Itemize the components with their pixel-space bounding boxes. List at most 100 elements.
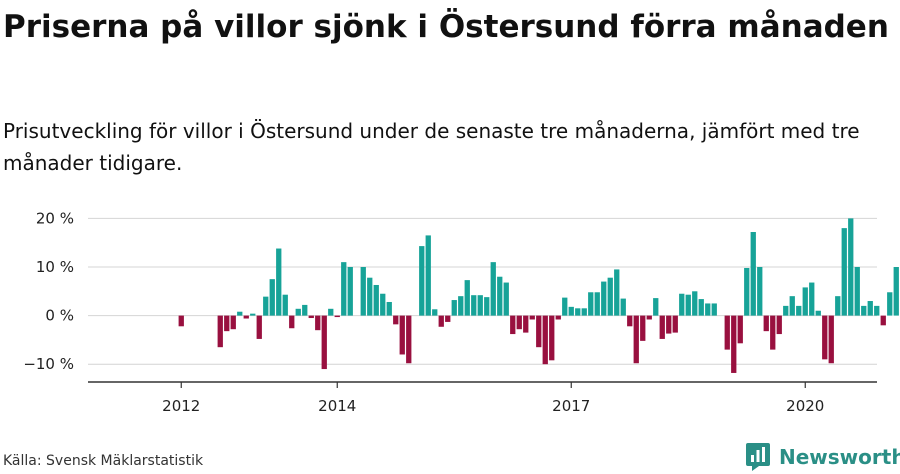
bar bbox=[607, 277, 613, 316]
bar bbox=[783, 305, 789, 316]
bar bbox=[282, 294, 288, 316]
bar bbox=[380, 293, 386, 316]
bar bbox=[529, 315, 535, 320]
bar bbox=[737, 315, 743, 344]
bar bbox=[731, 315, 737, 373]
bar bbox=[302, 304, 308, 316]
bar bbox=[289, 315, 295, 329]
bar bbox=[230, 315, 236, 330]
bar-chart-logo-icon bbox=[746, 443, 770, 471]
bar bbox=[328, 308, 334, 316]
bar bbox=[692, 291, 698, 316]
bar bbox=[796, 305, 802, 316]
brand-logo[interactable]: Newsworthy bbox=[745, 440, 900, 474]
bar bbox=[659, 315, 665, 339]
bar bbox=[256, 315, 262, 339]
bar bbox=[451, 300, 457, 316]
bar bbox=[568, 306, 574, 316]
y-tick-label: 20 % bbox=[36, 209, 74, 227]
bar bbox=[243, 315, 249, 319]
bar bbox=[575, 308, 581, 316]
bar bbox=[308, 315, 314, 319]
bar bbox=[497, 276, 503, 316]
bar bbox=[562, 297, 568, 316]
bar bbox=[724, 315, 730, 350]
x-tick-label: 2012 bbox=[162, 397, 200, 415]
bar bbox=[861, 305, 867, 316]
bar bbox=[471, 295, 477, 316]
bar bbox=[406, 315, 412, 364]
bar bbox=[880, 315, 886, 326]
bar bbox=[711, 303, 717, 316]
x-tick-label: 2017 bbox=[552, 397, 590, 415]
bar bbox=[445, 315, 451, 322]
bar bbox=[399, 315, 405, 355]
bar bbox=[887, 292, 893, 316]
bar bbox=[581, 308, 587, 316]
bar bbox=[776, 315, 782, 335]
bar bbox=[601, 281, 607, 316]
brand-name: Newsworthy bbox=[779, 445, 900, 469]
bar bbox=[841, 228, 847, 316]
bar bbox=[750, 232, 756, 316]
bar bbox=[269, 279, 275, 316]
bar bbox=[178, 315, 184, 327]
bar bbox=[640, 315, 646, 341]
bar bbox=[874, 305, 880, 316]
bar bbox=[386, 301, 392, 316]
bar bbox=[809, 282, 815, 316]
bar bbox=[763, 315, 769, 332]
bar bbox=[685, 294, 691, 316]
bar bbox=[458, 296, 464, 316]
bar bbox=[588, 292, 594, 316]
bar bbox=[854, 267, 860, 316]
bar bbox=[549, 315, 555, 361]
x-tick-label: 2014 bbox=[318, 397, 356, 415]
bar bbox=[705, 303, 711, 316]
bar bbox=[614, 269, 620, 316]
bar bbox=[263, 296, 269, 316]
bar bbox=[555, 315, 561, 320]
bar bbox=[295, 308, 301, 316]
bar-chart: 20 %10 %0 %−10 % 20122014201720202022−3 … bbox=[23, 209, 899, 415]
bar bbox=[360, 267, 366, 316]
bar bbox=[594, 292, 600, 316]
bar bbox=[770, 315, 776, 350]
bar bbox=[393, 315, 399, 325]
bar bbox=[666, 315, 672, 334]
bar bbox=[250, 313, 256, 316]
bar bbox=[672, 315, 678, 333]
y-tick-label: −10 % bbox=[23, 355, 74, 373]
bar bbox=[646, 315, 652, 320]
bar bbox=[276, 248, 282, 316]
x-tick-label: 2020 bbox=[786, 397, 824, 415]
bar bbox=[835, 296, 841, 316]
bar bbox=[653, 298, 659, 316]
bar bbox=[789, 296, 795, 316]
chart-subtitle: Prisutveckling för villor i Östersund un… bbox=[3, 119, 860, 175]
bar bbox=[217, 315, 223, 348]
bar bbox=[341, 262, 347, 316]
bar bbox=[698, 299, 704, 316]
bar bbox=[334, 315, 340, 318]
bars bbox=[178, 218, 899, 373]
bar bbox=[373, 284, 379, 316]
bar bbox=[679, 293, 685, 316]
bar bbox=[757, 267, 763, 316]
bar bbox=[893, 267, 899, 316]
chart-title: Priserna på villor sjönk i Östersund för… bbox=[3, 9, 889, 45]
axes: 20122014201720202022−3 % bbox=[88, 381, 877, 415]
bar bbox=[425, 235, 431, 316]
bar bbox=[744, 267, 750, 316]
bar bbox=[620, 298, 626, 316]
bar bbox=[815, 310, 821, 316]
bar bbox=[347, 267, 353, 316]
bar bbox=[516, 315, 522, 330]
bar bbox=[438, 315, 444, 327]
bar bbox=[321, 315, 327, 370]
bar bbox=[633, 315, 639, 364]
bar bbox=[224, 315, 230, 332]
bar bbox=[867, 301, 873, 316]
bar bbox=[510, 315, 516, 335]
bar bbox=[490, 262, 496, 316]
